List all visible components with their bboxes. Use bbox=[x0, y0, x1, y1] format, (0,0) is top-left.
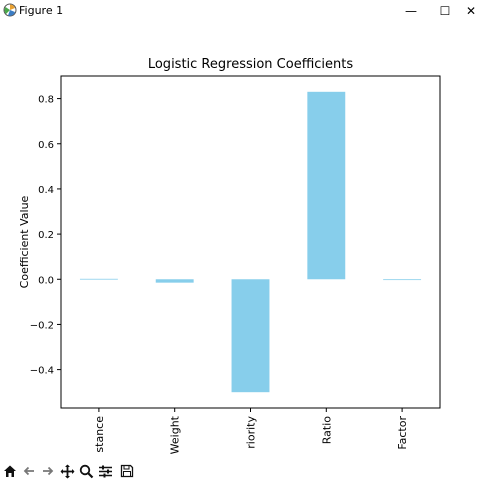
matplotlib-logo-icon bbox=[3, 3, 17, 17]
x-tick-label: Factor bbox=[396, 416, 409, 450]
x-tick-label: riority bbox=[245, 416, 258, 449]
forward-button[interactable] bbox=[39, 460, 57, 482]
y-tick-label: −0.2 bbox=[30, 320, 54, 331]
close-icon: ✕ bbox=[465, 4, 477, 18]
bar-weight bbox=[155, 279, 194, 283]
y-axis-label: Coefficient Value bbox=[18, 195, 31, 288]
configure-subplots-icon bbox=[98, 465, 112, 477]
bar-riority bbox=[231, 279, 270, 393]
bar-stance bbox=[79, 278, 118, 280]
y-tick-label: 0.2 bbox=[38, 230, 54, 241]
bar-ratio bbox=[307, 91, 346, 280]
y-tick-label: 0.6 bbox=[38, 140, 54, 151]
bar-chart: Logistic Regression Coefficients Coeffici… bbox=[18, 57, 441, 454]
pan-icon bbox=[60, 464, 74, 478]
close-button[interactable]: ✕ bbox=[454, 0, 488, 22]
y-tick-label: 0.4 bbox=[38, 185, 54, 196]
window-title: Figure 1 bbox=[19, 4, 64, 17]
home-icon bbox=[4, 465, 16, 477]
save-button[interactable] bbox=[118, 460, 136, 482]
y-tick-label: 0.8 bbox=[38, 95, 54, 106]
pan-button[interactable] bbox=[58, 460, 76, 482]
navigation-toolbar bbox=[0, 458, 488, 484]
y-tick-label: −0.4 bbox=[30, 366, 54, 377]
maximize-button[interactable]: ☐ bbox=[428, 0, 462, 22]
back-button[interactable] bbox=[20, 460, 38, 482]
zoom-button[interactable] bbox=[77, 460, 95, 482]
x-tick-label: Weight bbox=[169, 415, 182, 454]
minimize-button[interactable]: — bbox=[394, 0, 428, 22]
chart-title: Logistic Regression Coefficients bbox=[148, 57, 354, 72]
bar-factor bbox=[383, 279, 422, 281]
forward-icon bbox=[43, 466, 54, 476]
y-tick-label: 0.0 bbox=[38, 275, 54, 286]
x-tick-label: stance bbox=[93, 416, 106, 453]
minimize-icon: — bbox=[405, 4, 417, 18]
home-button[interactable] bbox=[1, 460, 19, 482]
x-tick-label: Ratio bbox=[320, 416, 333, 445]
window-titlebar: Figure 1 — ☐ ✕ bbox=[0, 0, 488, 22]
maximize-icon: ☐ bbox=[439, 4, 451, 18]
back-icon bbox=[23, 466, 34, 476]
save-icon bbox=[120, 464, 134, 478]
zoom-icon bbox=[79, 464, 93, 478]
configure-subplots-button[interactable] bbox=[96, 460, 114, 482]
